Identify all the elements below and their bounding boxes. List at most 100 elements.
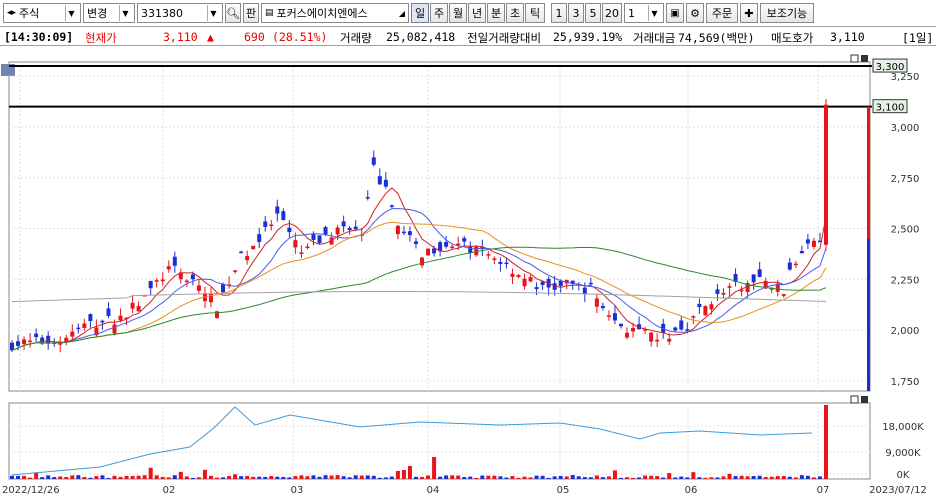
interval-20-button[interactable]: 20 <box>602 3 622 23</box>
candle-body <box>22 339 27 345</box>
ma120-line <box>11 291 827 303</box>
candle-body <box>468 246 473 253</box>
candle-body <box>299 252 304 254</box>
candle-body <box>450 246 455 248</box>
candle-body <box>389 205 394 207</box>
candle-body <box>329 237 334 245</box>
interval-input[interactable]: 1 ▼ <box>624 3 664 23</box>
code-input[interactable]: 331380 ▼ <box>137 3 223 23</box>
candle-body <box>631 327 636 332</box>
tab-second-label: 초 <box>509 7 521 20</box>
tab-tick[interactable]: 틱 <box>525 3 545 23</box>
candle-body <box>787 262 792 270</box>
volume-bar <box>287 477 292 479</box>
volume-bar <box>486 475 491 479</box>
market-select[interactable]: ◂▸ 주식 ▼ <box>3 3 81 23</box>
candle-body <box>112 324 117 334</box>
candle-body <box>172 256 177 266</box>
tab-week[interactable]: 주 <box>430 3 448 23</box>
add-button[interactable]: ✚ <box>740 3 758 23</box>
right-edge-down-bar <box>867 238 870 391</box>
candle-body <box>148 280 153 289</box>
panel-close-icon <box>861 55 868 62</box>
volume-bar <box>359 475 364 479</box>
price-tick-label: 1,750 <box>891 377 920 388</box>
info-price: 3,110 <box>163 30 198 44</box>
volume-bar <box>52 476 57 479</box>
candle-body <box>64 337 69 342</box>
candle-body <box>679 320 684 330</box>
interval-3-button[interactable]: 3 <box>568 3 584 23</box>
tab-second[interactable]: 초 <box>506 3 524 23</box>
volume-bar <box>196 477 201 479</box>
aux-function-button[interactable]: 보조기능 <box>760 3 814 23</box>
aux-label: 보조기능 <box>766 7 808 20</box>
candle-body <box>462 238 467 242</box>
volume-bar <box>215 477 220 479</box>
settings-button[interactable]: ⚙ <box>686 3 704 23</box>
volume-bar <box>649 475 654 479</box>
candle-body <box>685 329 690 331</box>
volume-bar <box>516 477 521 479</box>
volume-bar <box>166 477 171 479</box>
candle-body <box>275 206 280 214</box>
volume-bar <box>739 475 744 479</box>
candle-body <box>534 287 539 290</box>
current-marker-badge <box>872 99 908 114</box>
volume-bar <box>64 477 69 479</box>
candle-body <box>625 332 630 338</box>
volume-bar <box>468 476 473 479</box>
candle-body <box>474 246 479 256</box>
volume-bar <box>365 475 370 479</box>
list-icon: ▤ <box>265 8 274 18</box>
volume-bar <box>498 476 503 479</box>
interval-buttons: 1 3 5 20 <box>551 3 622 23</box>
candle-body <box>492 258 497 260</box>
tab-year[interactable]: 년 <box>468 3 486 23</box>
tab-day[interactable]: 일 <box>411 3 429 23</box>
change-select[interactable]: 변경 ▼ <box>83 3 135 23</box>
stock-chart-svg[interactable]: 3,250 3,000 2,750 2,500 2,250 2,000 1,750 3,300… <box>0 47 936 498</box>
volume-bar <box>413 476 418 479</box>
plus-icon: ✚ <box>744 6 754 20</box>
save-button[interactable]: ▣ <box>666 3 684 23</box>
stock-name-field[interactable]: ▤ 포커스에이치엔에스 ◢ <box>261 3 409 23</box>
volume-bar <box>178 471 183 479</box>
resize-grip-icon: ◢ <box>398 8 405 18</box>
x-axis-label: 07 <box>817 485 830 496</box>
volume-bar <box>570 475 575 479</box>
volume-bar <box>263 476 268 479</box>
volume-close-icon <box>861 396 868 403</box>
candle-body <box>227 284 232 286</box>
candle-body <box>377 176 382 185</box>
candle-body <box>100 320 105 323</box>
volume-bar <box>805 475 810 479</box>
volume-bar <box>341 476 346 479</box>
volume-bar <box>673 477 678 479</box>
volume-bar <box>697 477 702 479</box>
order-button[interactable]: 주문 <box>706 3 738 23</box>
search-button[interactable]: 🔍︎ <box>225 3 241 23</box>
candle-body <box>721 292 726 295</box>
volume-bar <box>643 475 648 479</box>
candle-body <box>824 104 828 245</box>
interval-1-button[interactable]: 1 <box>551 3 567 23</box>
tab-minute[interactable]: 분 <box>487 3 505 23</box>
ma20-line <box>11 221 827 351</box>
tab-month[interactable]: 월 <box>449 3 467 23</box>
x-axis-label: 2022/12/26 <box>2 485 60 496</box>
candle-body <box>118 315 123 321</box>
volume-bar <box>371 475 376 479</box>
info-direction-icon: ▲ <box>207 30 214 44</box>
tab-day-label: 일 <box>414 7 426 20</box>
candle-body <box>420 257 425 266</box>
volume-bar <box>552 476 557 479</box>
volume-bar <box>600 477 605 479</box>
interval-5-button[interactable]: 5 <box>585 3 601 23</box>
candle-body <box>317 235 322 244</box>
price-tick-label: 3,250 <box>891 72 920 83</box>
info-period-tag: [1일] <box>902 31 934 45</box>
volume-bar <box>106 477 111 479</box>
pan-button[interactable]: 판 <box>243 3 259 23</box>
candle-body <box>293 240 298 248</box>
